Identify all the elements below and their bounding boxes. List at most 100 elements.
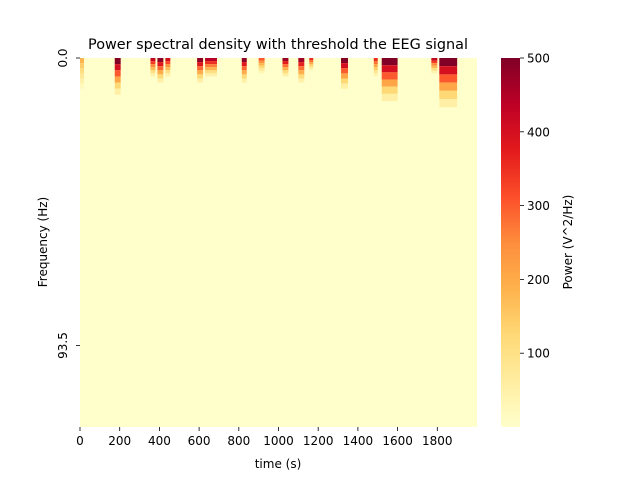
heatmap-cell — [80, 58, 84, 64]
heatmap-cell — [80, 83, 84, 89]
heatmap-cell — [381, 65, 398, 73]
heatmap-cell — [258, 70, 265, 74]
colorbar-tick-label: 300 — [527, 199, 550, 213]
heatmap-cell — [165, 73, 171, 77]
x-axis: 0 200 400 600 800 1000 1200 1400 1600 1800 — [76, 427, 453, 448]
y-tick-label: 0.0 — [56, 48, 70, 67]
heatmap-cell — [341, 63, 348, 69]
heatmap-cell — [373, 70, 378, 74]
heatmap-cell — [298, 78, 305, 83]
heatmap-cell — [381, 79, 398, 87]
heatmap-cell — [298, 70, 305, 75]
heatmap-cell — [80, 78, 84, 84]
heatmap-cell — [309, 60, 314, 63]
heatmap-cell — [157, 62, 164, 67]
heatmap-cell — [258, 60, 265, 64]
x-tick-label: 1600 — [382, 434, 413, 448]
heatmap-cell — [114, 64, 121, 71]
heatmap-cell — [80, 73, 84, 79]
heatmap-cell — [205, 58, 217, 62]
heatmap-cell — [439, 82, 458, 91]
heatmap-cell — [241, 78, 247, 83]
heatmap-cell — [205, 61, 217, 65]
heatmap-cell — [150, 67, 156, 71]
x-tick-label: 600 — [188, 434, 211, 448]
heatmap-cell — [150, 64, 156, 68]
x-tick-label: 200 — [108, 434, 131, 448]
heatmap-cell — [341, 58, 348, 64]
heatmap-cell — [197, 78, 204, 83]
heatmap-cell — [439, 74, 458, 83]
colorbar-tick-label: 400 — [527, 125, 550, 139]
heatmap-cell — [197, 70, 204, 75]
heatmap-cell — [439, 66, 458, 75]
heatmap-cell — [282, 70, 289, 74]
heatmap-cell — [431, 70, 438, 74]
heatmap-cell — [165, 61, 171, 65]
heatmap-cell — [309, 64, 314, 67]
heatmap-cell — [282, 64, 289, 68]
x-tick-label: 800 — [227, 434, 250, 448]
heatmap-cell — [309, 62, 314, 65]
heatmap-cell — [157, 74, 164, 79]
chart-title: Power spectral density with threshold th… — [88, 37, 468, 53]
heatmap-cell — [381, 93, 398, 102]
colorbar-label: Power (V^2/Hz) — [561, 195, 575, 290]
heatmap-cell — [373, 64, 378, 68]
heatmap-cell — [431, 65, 438, 69]
x-tick-label: 1400 — [343, 434, 374, 448]
heatmap-cell — [309, 68, 314, 71]
heatmap-cell — [114, 88, 121, 95]
y-tick-label: 93.5 — [56, 332, 70, 359]
heatmap-cell — [431, 68, 438, 71]
x-tick-label: 1000 — [263, 434, 294, 448]
heatmap-cell — [197, 74, 204, 79]
heatmap-cell — [381, 86, 398, 94]
heatmap-cell — [439, 99, 458, 108]
heatmap-cell — [282, 67, 289, 71]
y-axis-label: Frequency (Hz) — [36, 197, 50, 288]
heatmap-cell — [150, 70, 156, 74]
colorbar-axis: 100 200 300 400 500 — [520, 52, 550, 361]
heatmap-cell — [341, 73, 348, 79]
heatmap-cell — [80, 68, 84, 74]
x-tick-label: 1200 — [303, 434, 334, 448]
heatmap-cell — [205, 64, 217, 68]
heatmap-cell — [241, 62, 247, 67]
heatmap-cell — [157, 78, 164, 83]
heatmap-cell — [282, 61, 289, 65]
y-axis: 0.0 93.5 — [56, 48, 80, 359]
heatmap-cell — [157, 66, 164, 71]
heatmap-cell — [309, 66, 314, 69]
heatmap-cell — [165, 58, 171, 62]
heatmap-cell — [241, 66, 247, 71]
heatmap-cell — [381, 72, 398, 80]
heatmap-cell — [309, 58, 314, 61]
heatmap-cell — [150, 73, 156, 77]
heatmap-cell — [431, 58, 438, 61]
heatmap-cell — [373, 67, 378, 71]
plot-area — [80, 58, 477, 427]
heatmap-cell — [373, 58, 378, 62]
heatmap-cell — [381, 58, 398, 66]
colorbar-tick-label: 200 — [527, 273, 550, 287]
heatmap-cell — [258, 68, 265, 71]
heatmap-cell — [282, 73, 289, 77]
heatmap-cell — [258, 65, 265, 69]
heatmap-cell — [298, 66, 305, 71]
heatmap-cell — [197, 62, 204, 67]
heatmap-cell — [114, 82, 121, 89]
heatmap-cell — [373, 61, 378, 65]
heatmap-cell — [114, 70, 121, 77]
heatmap-cell — [258, 63, 265, 66]
heatmap-cell — [298, 58, 305, 63]
heatmap-cell — [197, 58, 204, 63]
colorbar — [501, 58, 520, 427]
heatmap-cell — [205, 70, 217, 74]
heatmap-cell — [282, 58, 289, 62]
heatmap-cell — [150, 58, 156, 62]
heatmap-cell — [298, 74, 305, 79]
x-tick-label: 1800 — [422, 434, 453, 448]
colorbar-tick-label: 100 — [527, 347, 550, 361]
